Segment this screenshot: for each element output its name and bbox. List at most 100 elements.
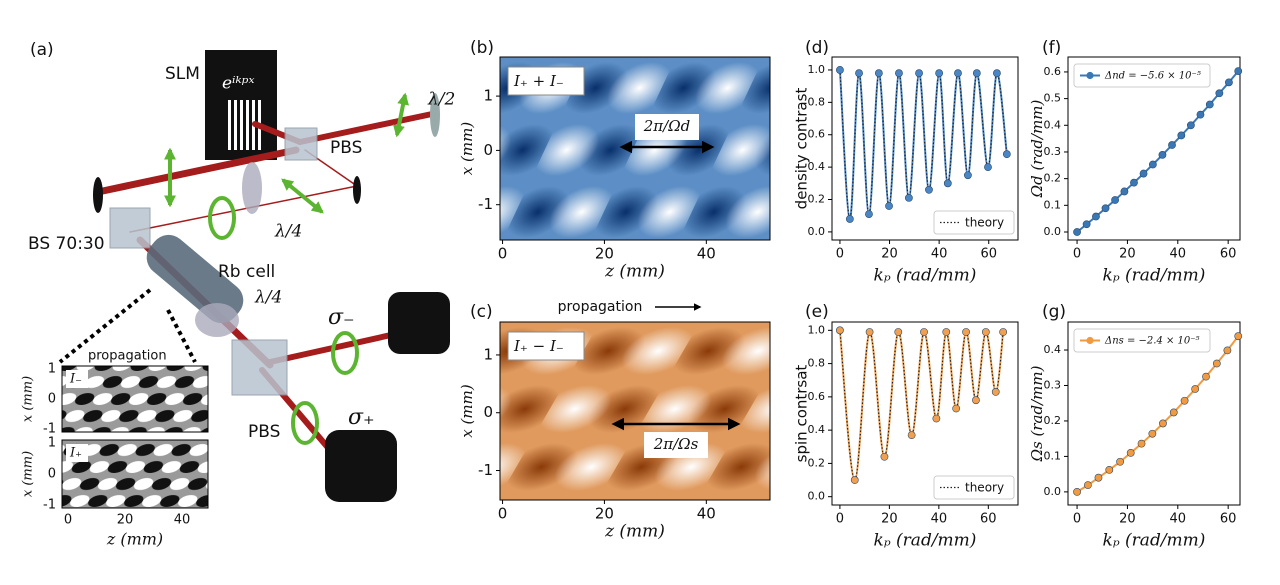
y-tick-label: 0.2 <box>808 193 826 206</box>
x-tick-label: 40 <box>697 245 716 263</box>
data-point <box>1234 67 1243 76</box>
data-point <box>920 328 928 336</box>
x-tick-label: 0 <box>1073 512 1081 527</box>
data-point <box>895 69 903 78</box>
legend-box <box>933 475 1015 500</box>
x-tick-label: 20 <box>1119 247 1136 262</box>
x-tick-label: 20 <box>1119 512 1136 527</box>
y-tick-label: 0.4 <box>1044 118 1062 131</box>
inset-tick-label: 40 <box>174 513 191 528</box>
y-tick-label: 0.4 <box>808 160 826 173</box>
component-label: PBS <box>330 138 362 158</box>
x-axis-label: kₚ (rad/mm) <box>874 266 977 286</box>
component-label: PBS <box>248 422 280 442</box>
y-axis-label: density contrast <box>793 88 811 210</box>
y-tick-label: 0.3 <box>1044 378 1062 391</box>
x-tick-label: 40 <box>931 247 948 262</box>
y-tick-label: 0 <box>483 141 493 159</box>
panel-label: (e) <box>805 302 829 322</box>
inset-tick-label: 1 <box>48 436 56 451</box>
y-axis-label: x (mm) <box>458 122 476 176</box>
y-tick-label: 0.6 <box>808 390 826 403</box>
plot-frame <box>1067 321 1241 506</box>
x-tick-label: 0 <box>498 245 508 263</box>
x-tick-label: 40 <box>1170 512 1187 527</box>
x-tick-label: 20 <box>881 247 898 262</box>
data-point <box>942 328 951 336</box>
x-axis-label: kₚ (rad/mm) <box>1103 531 1206 551</box>
data-point <box>874 69 883 78</box>
data-point <box>981 328 990 336</box>
x-axis-label: kₚ (rad/mm) <box>874 531 977 551</box>
legend-box <box>1073 328 1211 353</box>
plot-frame <box>499 321 771 501</box>
inset-ticks: 10-110-10 20 40 <box>43 362 190 528</box>
y-tick-label: 0.0 <box>808 490 826 503</box>
component-label: λ/2 <box>427 90 455 110</box>
y-tick-label: 0.2 <box>1044 172 1062 185</box>
data-point <box>925 185 933 194</box>
legend-label: theory <box>965 481 1004 495</box>
y-tick-label: -1 <box>478 461 493 479</box>
data-point <box>964 171 972 180</box>
component-label: BS 70:30 <box>28 234 105 254</box>
legend-label: Δnd = −5.6 × 10⁻⁵ <box>1104 71 1201 82</box>
data-point <box>1130 178 1138 187</box>
y-axis-label: spin contrsat <box>793 365 811 463</box>
data-point <box>836 326 844 335</box>
y-tick-label: 1 <box>483 345 493 363</box>
data-point <box>1202 372 1210 381</box>
data-point <box>1215 89 1224 98</box>
image-label: I₊ − I₋ <box>513 337 564 355</box>
panel: (f) 0 20 40 60 0.0 0.1 0.2 0.3 0.4 0.5 0.6 kₚ (rad/m… <box>1028 38 1243 286</box>
y-tick-label: -1 <box>478 195 493 213</box>
data-point <box>1159 419 1167 428</box>
x-tick-label: 60 <box>1220 512 1237 527</box>
y-tick-label: 0.1 <box>1044 198 1062 211</box>
panel-label: (d) <box>805 38 829 58</box>
inset-x-label: z (mm) <box>106 530 163 549</box>
legend-marker <box>1086 336 1094 345</box>
image-label-box <box>507 66 585 96</box>
component-label: SLM <box>165 64 200 84</box>
data-point <box>999 328 1008 336</box>
data-point <box>993 69 1001 78</box>
inset-tick-label: -1 <box>43 422 56 437</box>
data-point <box>972 69 981 78</box>
data-point <box>1148 429 1157 438</box>
data-point <box>1234 332 1243 341</box>
inset-label: I₊ <box>69 446 82 461</box>
panel: (c) 0 20 40 1 0 -1 z (mm) x (mm) I₊ − I₋ 2π/Ωs <box>458 302 771 542</box>
y-tick-label: 0.8 <box>808 357 826 370</box>
plot-frame <box>831 321 1019 506</box>
inset-tick-label: -1 <box>43 498 56 513</box>
panel-label: (b) <box>470 38 494 58</box>
data-point <box>880 452 889 461</box>
image-label-box <box>507 331 585 361</box>
data-point <box>972 396 980 405</box>
y-tick-label: 0.0 <box>808 225 826 238</box>
data-point <box>836 66 844 74</box>
data-point <box>943 179 952 188</box>
x-tick-label: 60 <box>980 247 997 262</box>
component-label: λ/4 <box>274 222 302 242</box>
x-tick-label: 0 <box>836 512 844 527</box>
data-point <box>904 193 913 202</box>
y-axis-label: Ωs (rad/mm) <box>1028 365 1046 462</box>
data-point <box>1073 228 1081 236</box>
data-point <box>885 202 893 210</box>
data-point <box>962 328 970 336</box>
inset-y-label: x (mm) <box>21 376 36 422</box>
inset-label: I₋ <box>69 372 82 387</box>
data-point <box>1126 448 1135 457</box>
data-point <box>1223 346 1232 355</box>
data-point <box>865 328 874 336</box>
arrow-label: 2π/Ωs <box>653 435 699 453</box>
data-point <box>1169 408 1178 417</box>
inset-tick-label: 20 <box>117 513 134 528</box>
annotation: propagation <box>558 299 643 315</box>
data-point <box>1116 457 1125 466</box>
data-point <box>1105 465 1114 474</box>
